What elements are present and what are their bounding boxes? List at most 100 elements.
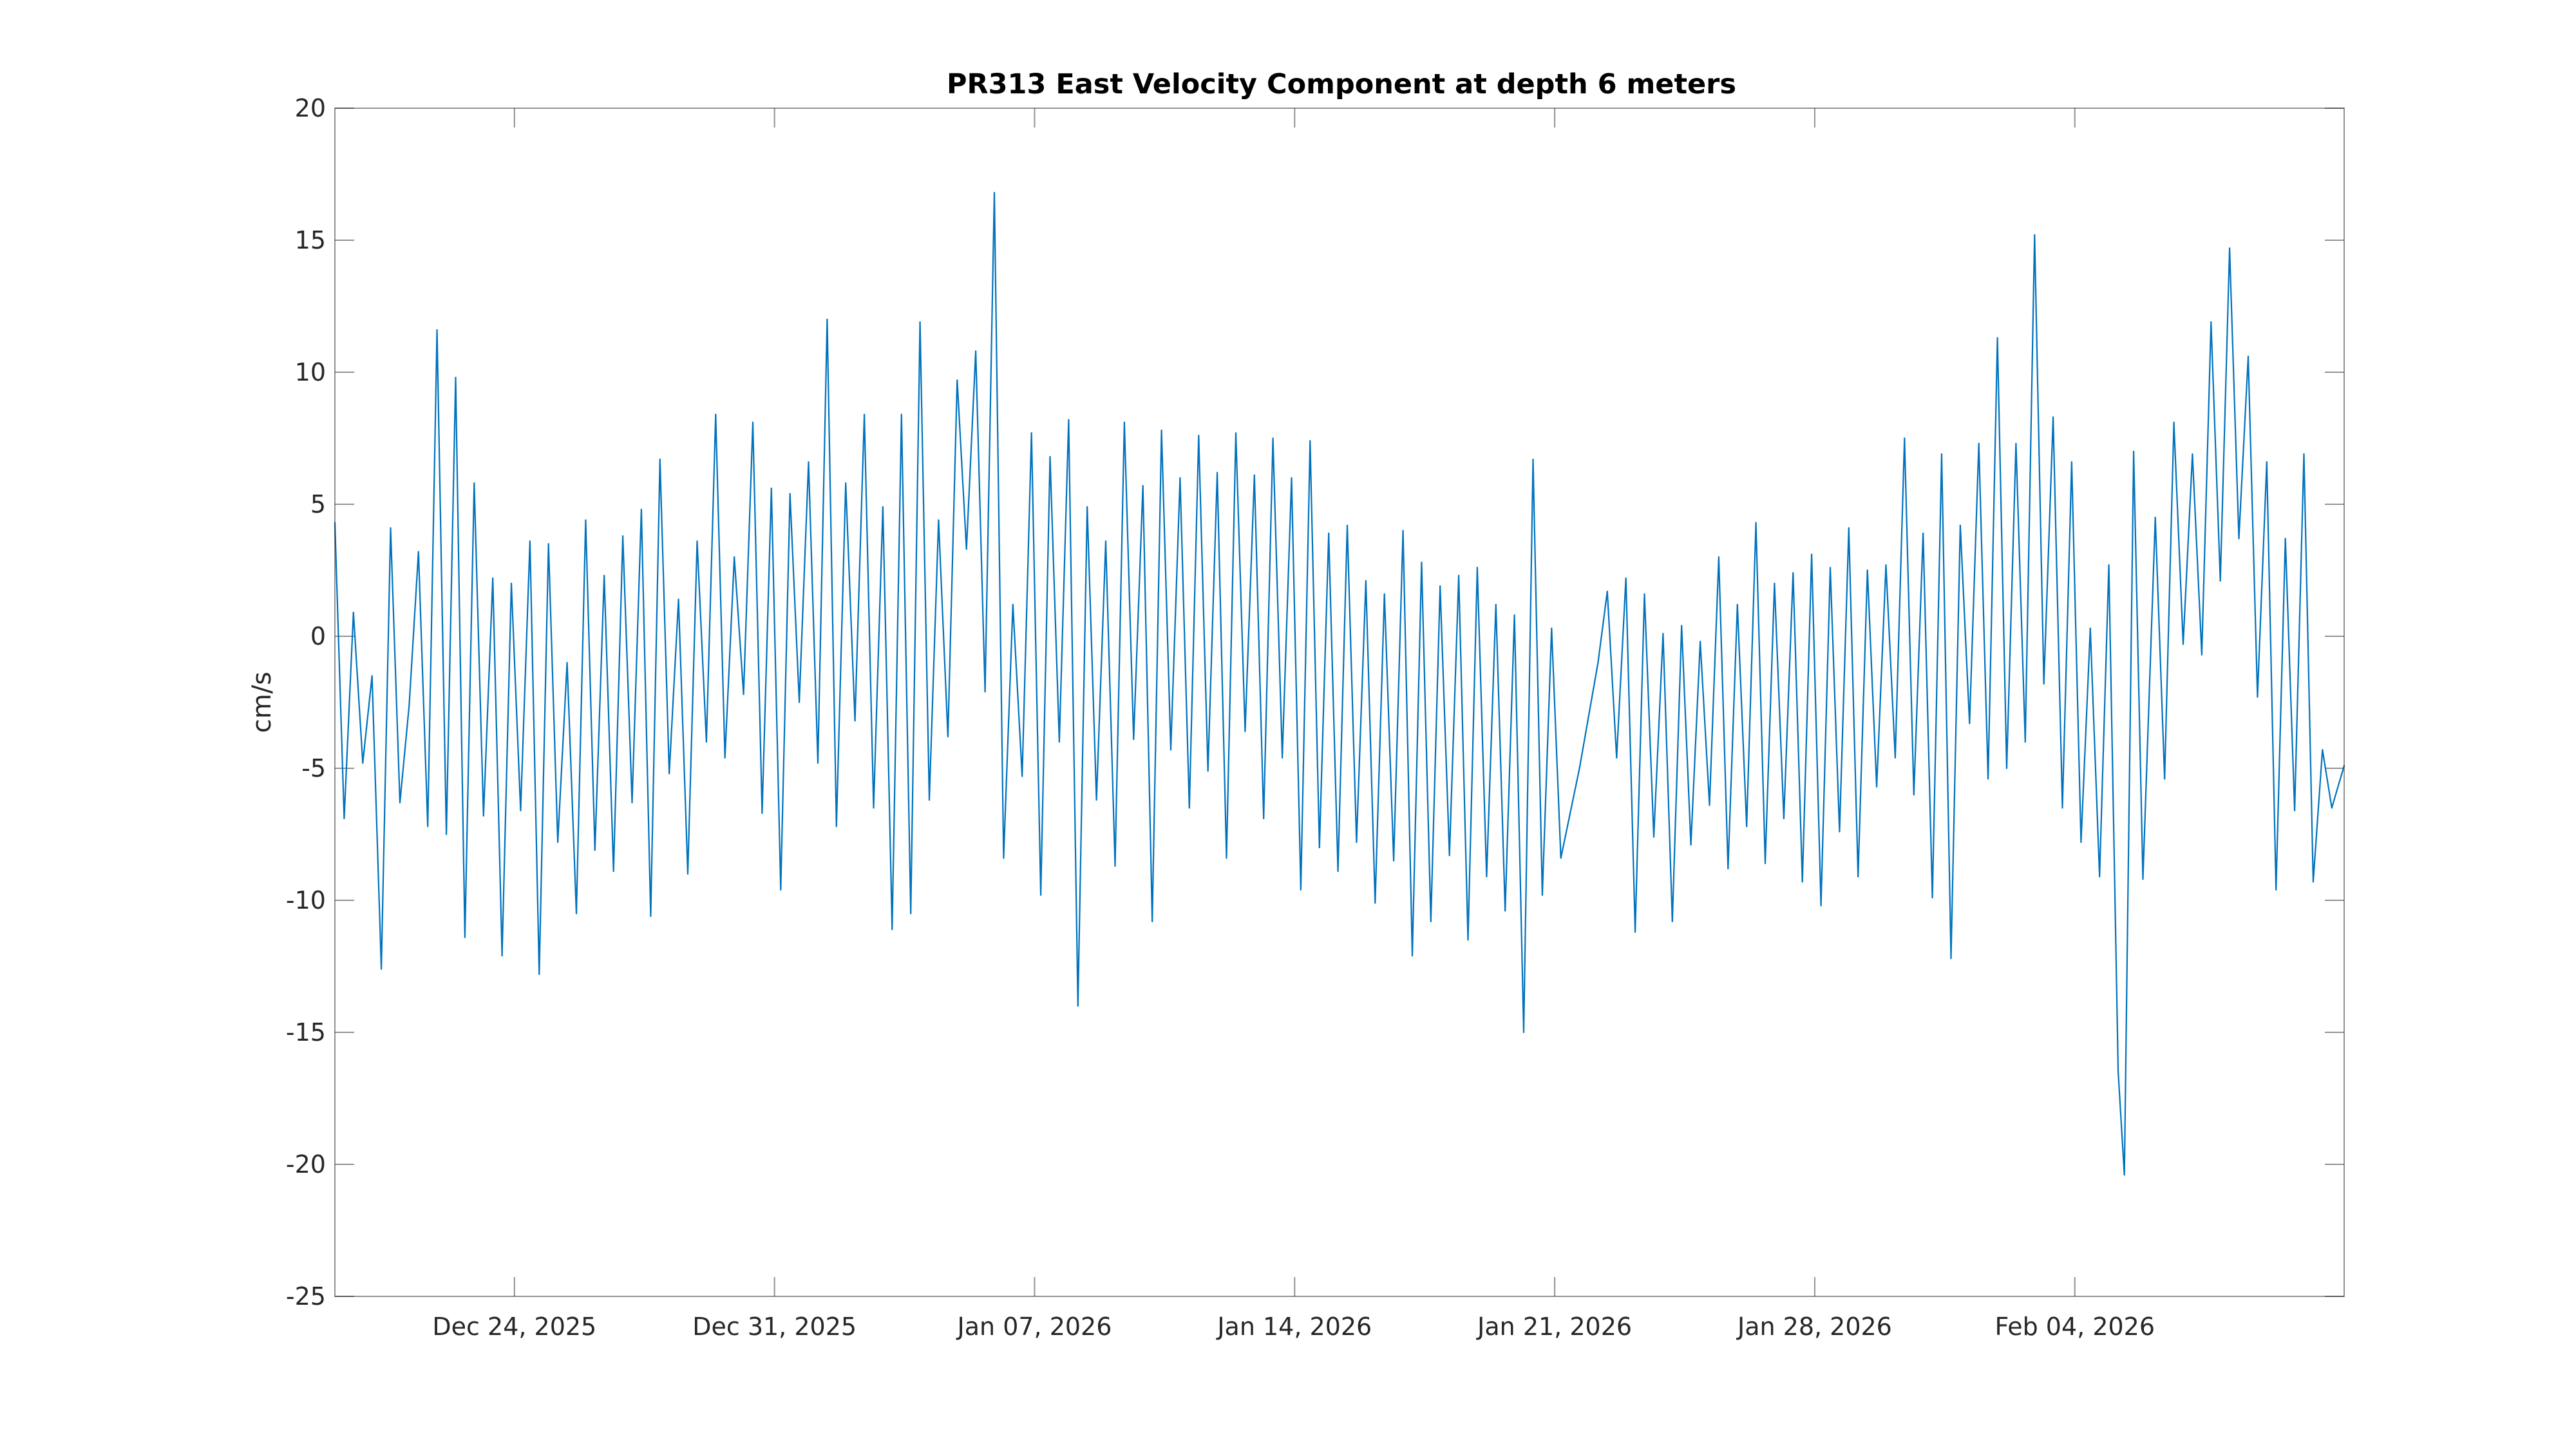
data-point <box>594 849 596 851</box>
data-point <box>2294 810 2296 811</box>
data-point <box>835 826 837 828</box>
y-tick-label: 5 <box>310 490 326 518</box>
data-point <box>984 691 986 693</box>
data-point <box>2275 889 2277 891</box>
y-tick-label: -15 <box>286 1018 326 1046</box>
data-point <box>743 694 744 696</box>
data-point <box>1383 593 1385 595</box>
data-point <box>1643 593 1645 595</box>
data-point <box>1160 430 1162 431</box>
data-point <box>1253 474 1255 477</box>
data-point <box>1365 580 1367 582</box>
data-point <box>557 841 559 843</box>
data-point <box>677 598 679 600</box>
data-point <box>1820 905 1822 907</box>
data-point <box>1969 723 1971 724</box>
data-point <box>1894 757 1896 759</box>
data-point <box>1671 920 1673 922</box>
data-point <box>696 540 698 542</box>
data-point <box>2182 643 2184 645</box>
data-point <box>826 318 828 321</box>
data-point <box>371 675 373 677</box>
data-point <box>780 889 782 891</box>
data-point <box>1829 567 1832 569</box>
data-point <box>390 527 392 529</box>
data-point <box>1746 826 1748 828</box>
data-point <box>2210 321 2212 323</box>
data-point <box>547 543 549 545</box>
data-point <box>575 913 578 914</box>
data-point <box>1876 786 1878 788</box>
data-point <box>1718 556 1719 558</box>
data-point <box>1272 437 1274 439</box>
data-point <box>947 735 949 737</box>
data-point <box>761 812 763 814</box>
data-point <box>1077 1005 1079 1007</box>
data-point <box>2238 538 2240 540</box>
data-point <box>1114 865 1116 867</box>
data-point <box>1606 591 1608 592</box>
data-point <box>2322 749 2324 751</box>
data-point <box>2117 1071 2119 1073</box>
data-point <box>817 762 819 764</box>
data-point <box>1857 876 1859 878</box>
data-point <box>1774 582 1776 585</box>
y-tick-label: -10 <box>286 886 326 914</box>
data-point <box>1104 540 1107 542</box>
data-point <box>1904 437 1906 439</box>
data-point <box>1179 477 1181 479</box>
data-point <box>1328 533 1330 535</box>
data-point <box>2257 696 2259 698</box>
data-point <box>928 799 931 801</box>
data-point <box>1123 421 1125 424</box>
data-point <box>1690 844 1692 846</box>
data-point <box>873 807 875 809</box>
data-point <box>1541 894 1543 896</box>
data-point <box>668 773 670 775</box>
data-point <box>2133 450 2135 453</box>
data-point <box>687 873 689 875</box>
data-point <box>1346 524 1349 526</box>
data-point <box>1068 419 1070 421</box>
data-point <box>1792 572 1794 574</box>
data-point <box>1374 902 1376 904</box>
data-point <box>734 556 735 558</box>
data-point <box>1495 603 1497 605</box>
x-tick-label: Jan 07, 2026 <box>956 1312 1112 1341</box>
data-point <box>956 379 958 381</box>
data-point <box>724 757 726 759</box>
data-point <box>2123 1174 2125 1176</box>
data-point <box>1012 603 1014 605</box>
data-point <box>482 815 484 817</box>
data-point <box>1950 958 1952 960</box>
data-point <box>891 929 893 931</box>
data-point <box>900 413 902 415</box>
data-point <box>2266 461 2268 463</box>
data-point <box>1987 778 1989 780</box>
data-point <box>1959 524 1961 526</box>
data-point <box>1309 440 1311 442</box>
x-tick-label: Jan 14, 2026 <box>1216 1312 1372 1341</box>
data-point <box>1532 459 1534 460</box>
data-point <box>362 762 364 764</box>
data-points <box>334 192 2345 1176</box>
data-point <box>603 574 605 576</box>
x-tick-label: Dec 31, 2025 <box>692 1312 857 1341</box>
data-point <box>1217 471 1218 473</box>
data-point <box>1318 846 1320 849</box>
data-point <box>1003 857 1005 859</box>
data-point <box>1755 522 1757 524</box>
data-point <box>1811 553 1813 556</box>
data-point <box>2331 807 2333 809</box>
data-point <box>1030 432 1032 434</box>
data-point <box>1402 529 1404 532</box>
data-point <box>2099 876 2101 878</box>
data-point <box>2052 416 2054 418</box>
plot-frame <box>334 108 2345 1297</box>
data-point <box>1448 855 1450 857</box>
data-point <box>510 582 513 585</box>
data-point <box>2070 461 2072 463</box>
data-point <box>473 482 475 484</box>
data-point <box>2284 538 2286 540</box>
